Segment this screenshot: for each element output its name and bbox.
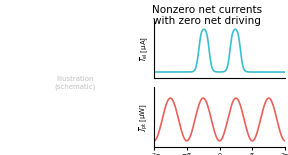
Y-axis label: $\overline{I}_{\mathrm{el}}$ [μA]: $\overline{I}_{\mathrm{el}}$ [μA] — [139, 36, 151, 61]
Text: Nonzero net currents
with zero net driving: Nonzero net currents with zero net drivi… — [152, 5, 262, 26]
Text: Illustration
(schematic): Illustration (schematic) — [54, 76, 96, 90]
Y-axis label: $\overline{J}_{\mathrm{pt}}$ [μW]: $\overline{J}_{\mathrm{pt}}$ [μW] — [138, 103, 151, 132]
